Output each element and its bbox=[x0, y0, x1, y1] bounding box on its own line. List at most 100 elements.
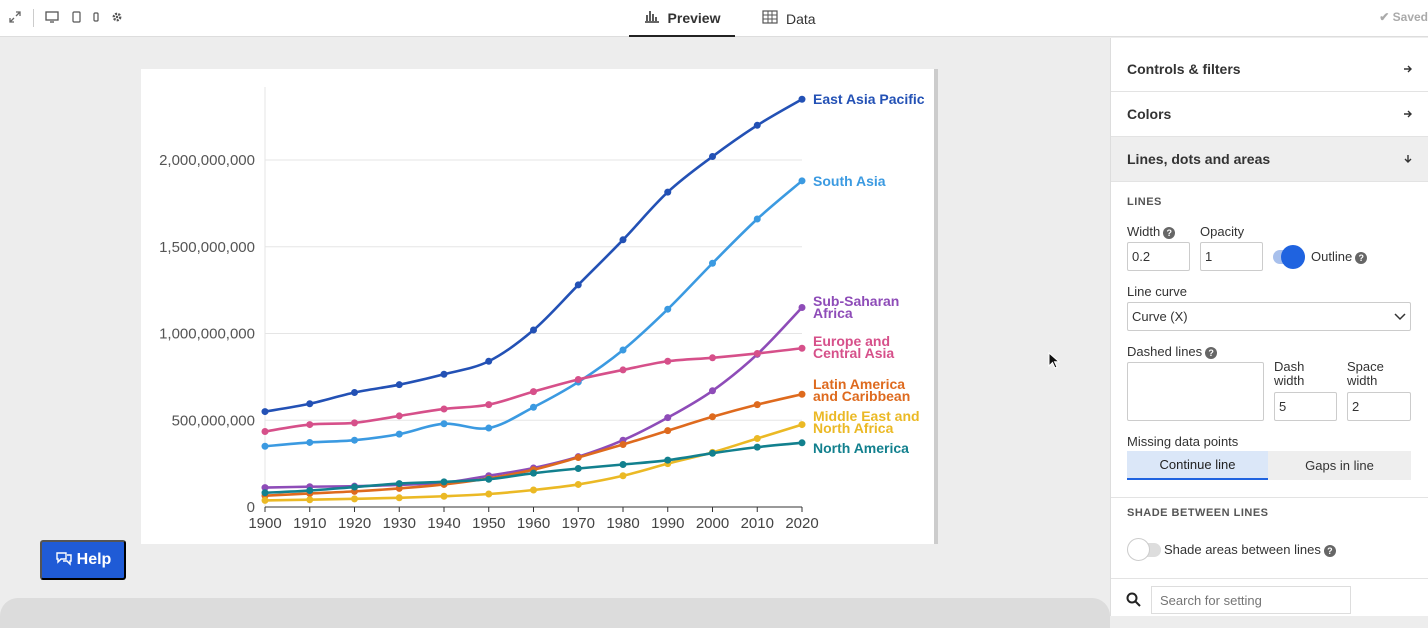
width-input[interactable]: 0.2 bbox=[1127, 242, 1190, 271]
shade-heading: SHADE BETWEEN LINES bbox=[1127, 507, 1269, 519]
opacity-input[interactable]: 1 bbox=[1200, 242, 1263, 271]
data-point bbox=[306, 421, 314, 429]
section-lines-dots-areas[interactable]: Lines, dots and areas bbox=[1111, 137, 1428, 182]
desktop-icon[interactable] bbox=[45, 10, 59, 24]
data-point bbox=[351, 436, 358, 444]
section-colors[interactable]: Colors bbox=[1111, 92, 1428, 137]
gaps-in-line-option[interactable]: Gaps in line bbox=[1268, 451, 1411, 480]
line-chart: 0 500,000,000 1,000,000,000 1,500,000,000 2,… bbox=[159, 87, 925, 532]
data-point bbox=[395, 381, 403, 389]
shade-label: Shade areas between lines? bbox=[1164, 542, 1336, 557]
x-tick-label: 1950 bbox=[472, 515, 505, 532]
dash-width-label: Dash width bbox=[1274, 359, 1305, 388]
data-point bbox=[798, 439, 806, 447]
data-point bbox=[306, 487, 314, 495]
tab-preview-label: Preview bbox=[667, 9, 721, 26]
help-icon[interactable]: ? bbox=[1355, 251, 1368, 264]
tab-preview[interactable]: Preview bbox=[629, 0, 735, 37]
help-button[interactable]: Help bbox=[40, 540, 126, 580]
data-point bbox=[753, 215, 761, 223]
data-point bbox=[619, 441, 627, 449]
x-tick-label: 2010 bbox=[741, 515, 774, 532]
lines-heading: LINES bbox=[1127, 196, 1162, 208]
data-point bbox=[664, 357, 672, 365]
search-icon bbox=[1126, 592, 1141, 612]
data-point bbox=[440, 405, 448, 413]
data-point bbox=[619, 472, 627, 480]
y-tick-label: 0 bbox=[247, 499, 255, 516]
mouse-cursor-icon bbox=[1048, 351, 1061, 375]
series-label: Middle East and bbox=[813, 408, 920, 424]
tab-data-label: Data bbox=[786, 10, 816, 27]
tablet-icon[interactable] bbox=[69, 10, 83, 24]
width-label: Width? bbox=[1127, 224, 1176, 239]
data-point bbox=[709, 387, 716, 395]
data-point bbox=[485, 401, 493, 409]
space-width-input[interactable]: 2 bbox=[1347, 392, 1411, 421]
arrow-right-icon bbox=[1403, 61, 1413, 77]
data-point bbox=[351, 419, 358, 427]
data-point bbox=[351, 388, 358, 396]
x-tick-label: 1960 bbox=[517, 515, 550, 532]
outline-toggle-knob bbox=[1281, 245, 1305, 269]
dash-width-input[interactable]: 5 bbox=[1274, 392, 1337, 421]
data-point bbox=[440, 478, 448, 486]
series-label: East Asia Pacific bbox=[813, 91, 925, 107]
data-point bbox=[395, 484, 403, 492]
data-point bbox=[306, 496, 314, 504]
top-toolbar: Preview Data ✔ Saved bbox=[0, 0, 1428, 37]
settings-search bbox=[1111, 578, 1428, 616]
settings-gear-icon[interactable] bbox=[110, 10, 124, 24]
help-icon[interactable]: ? bbox=[1205, 346, 1218, 359]
data-point bbox=[530, 486, 537, 494]
data-point bbox=[306, 400, 314, 408]
shade-toggle-knob bbox=[1127, 538, 1150, 561]
x-tick-label: 1910 bbox=[293, 515, 326, 532]
data-point bbox=[619, 460, 627, 468]
line-curve-select[interactable]: Curve (X) bbox=[1127, 302, 1411, 331]
data-point bbox=[574, 480, 582, 488]
help-icon[interactable]: ? bbox=[1323, 544, 1336, 557]
mobile-icon[interactable] bbox=[89, 10, 103, 24]
data-point bbox=[753, 401, 761, 409]
data-point bbox=[574, 281, 582, 289]
data-point bbox=[664, 414, 672, 422]
horizontal-scrollbar[interactable] bbox=[0, 598, 1110, 628]
data-point bbox=[798, 95, 806, 103]
y-tick-label: 500,000,000 bbox=[172, 412, 255, 429]
table-icon bbox=[762, 10, 778, 27]
data-point bbox=[351, 483, 358, 491]
tab-data[interactable]: Data bbox=[762, 0, 816, 37]
series-label: and Caribbean bbox=[813, 388, 910, 404]
data-point bbox=[530, 388, 537, 396]
data-point bbox=[306, 438, 314, 446]
section-controls-filters[interactable]: Controls & filters bbox=[1111, 47, 1428, 92]
x-tick-label: 1930 bbox=[383, 515, 416, 532]
data-point bbox=[709, 259, 716, 267]
x-tick-label: 1940 bbox=[427, 515, 460, 532]
data-point bbox=[485, 357, 493, 365]
series-label: Europe and bbox=[813, 333, 890, 349]
data-point bbox=[440, 492, 448, 500]
chevron-down-icon bbox=[1394, 309, 1406, 324]
data-point bbox=[440, 370, 448, 378]
continue-line-option[interactable]: Continue line bbox=[1127, 451, 1268, 480]
x-tick-label: 1900 bbox=[248, 515, 281, 532]
data-point bbox=[753, 121, 761, 129]
section-lines-label: Lines, dots and areas bbox=[1127, 151, 1271, 167]
series-label: Africa bbox=[813, 305, 853, 321]
saved-label: Saved bbox=[1392, 10, 1428, 24]
data-point bbox=[574, 464, 582, 472]
y-tick-label: 1,500,000,000 bbox=[159, 239, 255, 256]
data-point bbox=[440, 420, 448, 428]
data-point bbox=[574, 375, 582, 383]
data-point bbox=[753, 443, 761, 451]
outline-label: Outline? bbox=[1311, 249, 1368, 264]
help-icon[interactable]: ? bbox=[1163, 226, 1176, 239]
data-point bbox=[395, 494, 403, 502]
data-point bbox=[261, 484, 269, 492]
search-input[interactable] bbox=[1151, 586, 1351, 614]
expand-icon[interactable] bbox=[8, 10, 22, 24]
dashed-lines-textarea[interactable] bbox=[1127, 362, 1264, 421]
data-point bbox=[530, 469, 537, 477]
